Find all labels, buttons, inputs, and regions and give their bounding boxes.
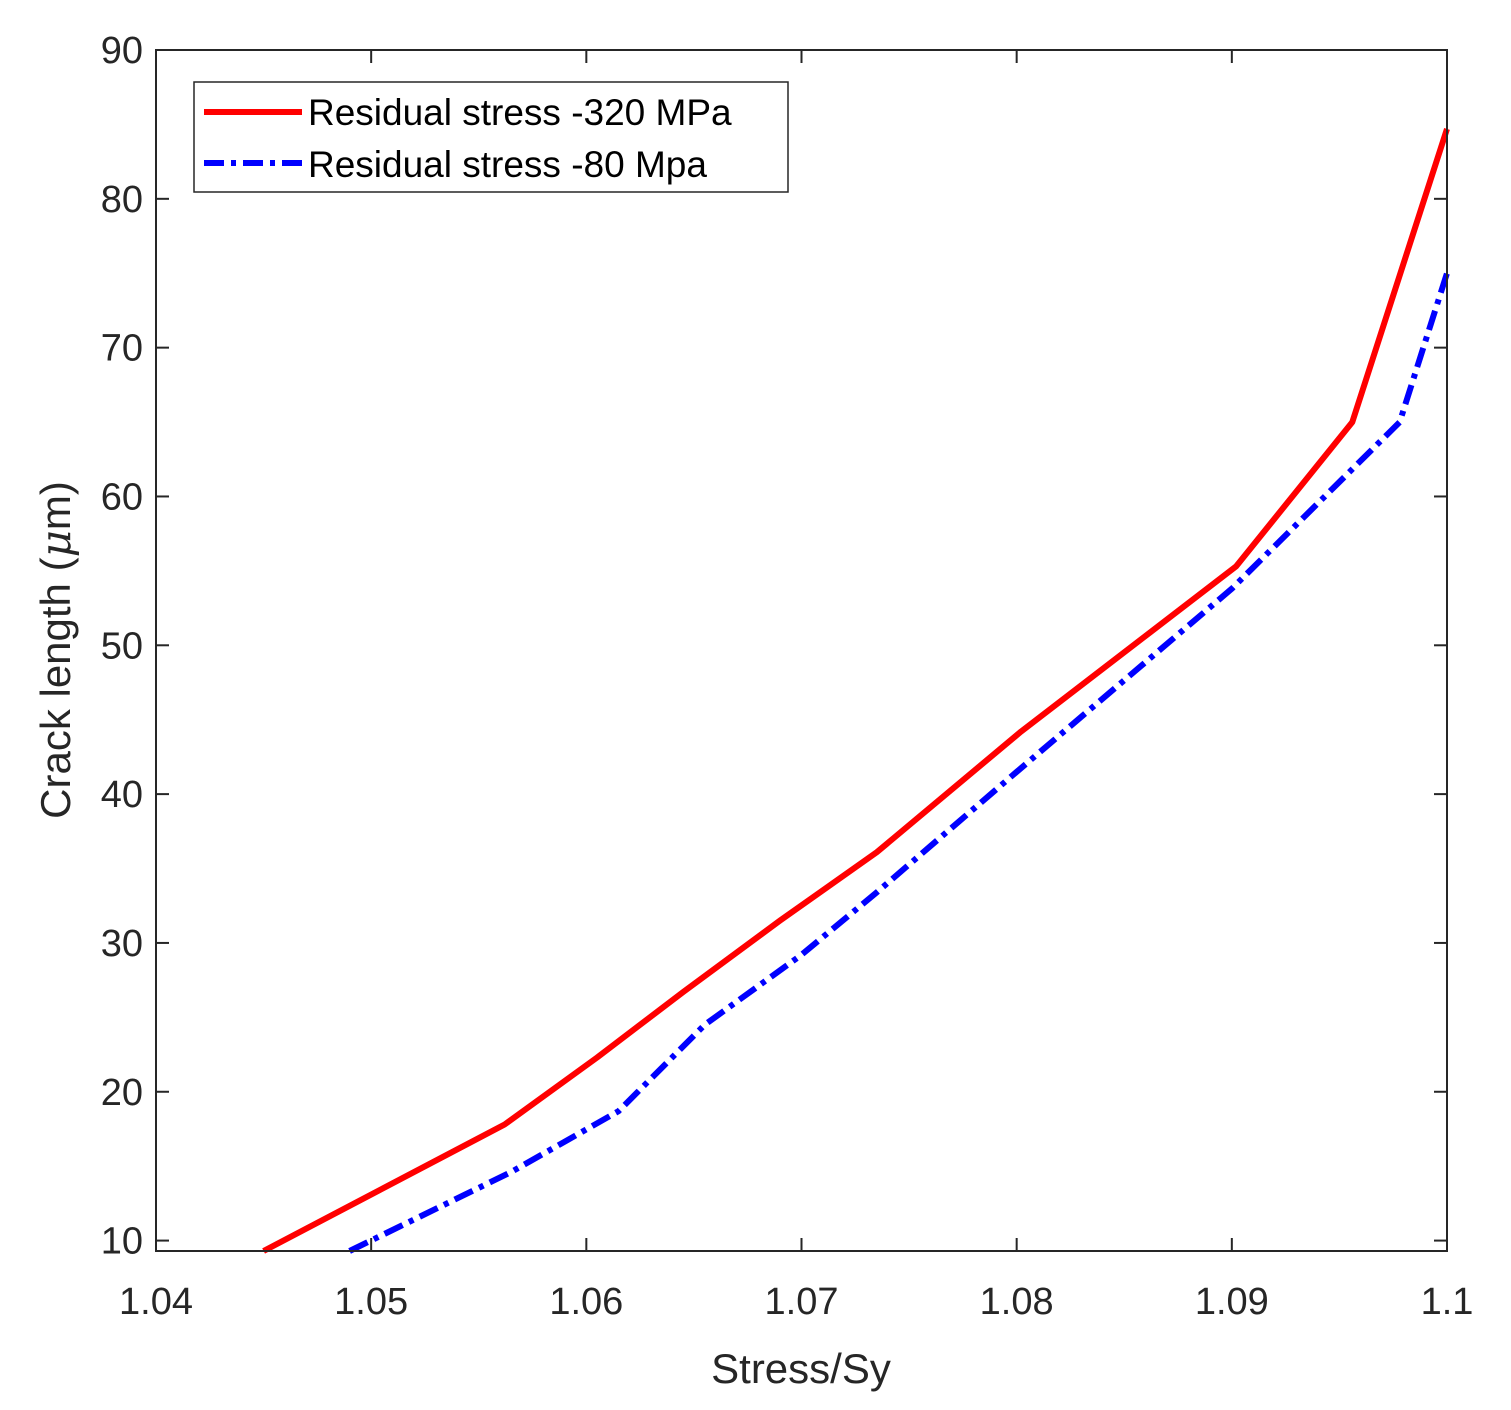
- y-axis-ticks: 10 20 30 40 50 60 70 80 90: [101, 30, 1447, 1263]
- series-line-residual-320: [262, 127, 1450, 1254]
- y-tick-label: 50: [101, 625, 143, 667]
- series-layer: [262, 127, 1450, 1254]
- series-line-residual-80: [348, 272, 1450, 1254]
- plot-area-background: [156, 50, 1447, 1251]
- x-tick-label: 1.06: [549, 1281, 623, 1323]
- y-axis-label-prefix: Crack length (: [32, 557, 79, 818]
- x-tick-label: 1.1: [1421, 1281, 1474, 1323]
- y-tick-label: 90: [101, 30, 143, 72]
- y-tick-label: 40: [101, 774, 143, 816]
- y-tick-label: 10: [101, 1221, 143, 1263]
- y-axis-label-suffix: m): [32, 481, 79, 530]
- x-axis-ticks: 1.04 1.05 1.06 1.07 1.08 1.09 1.1: [119, 50, 1473, 1323]
- y-tick-label: 60: [101, 476, 143, 518]
- x-tick-label: 1.08: [980, 1281, 1054, 1323]
- y-tick-label: 20: [101, 1072, 143, 1114]
- x-tick-label: 1.09: [1195, 1281, 1269, 1323]
- legend-box: [193, 81, 789, 193]
- y-tick-label: 70: [101, 328, 143, 370]
- y-tick-label: 80: [101, 179, 143, 221]
- y-axis-label-mu: μ: [31, 530, 80, 557]
- x-axis-label: Stress/Sy: [711, 1345, 891, 1392]
- x-tick-label: 1.04: [119, 1281, 193, 1323]
- y-axis-label: Crack length (μm): [31, 481, 80, 819]
- x-tick-label: 1.07: [765, 1281, 839, 1323]
- y-tick-label: 30: [101, 923, 143, 965]
- legend-label-residual-320: Residual stress -320 MPa: [308, 92, 732, 133]
- x-tick-label: 1.05: [334, 1281, 408, 1323]
- legend-label-residual-80: Residual stress -80 Mpa: [308, 144, 707, 185]
- legend: Residual stress -320 MPa Residual stress…: [193, 81, 789, 193]
